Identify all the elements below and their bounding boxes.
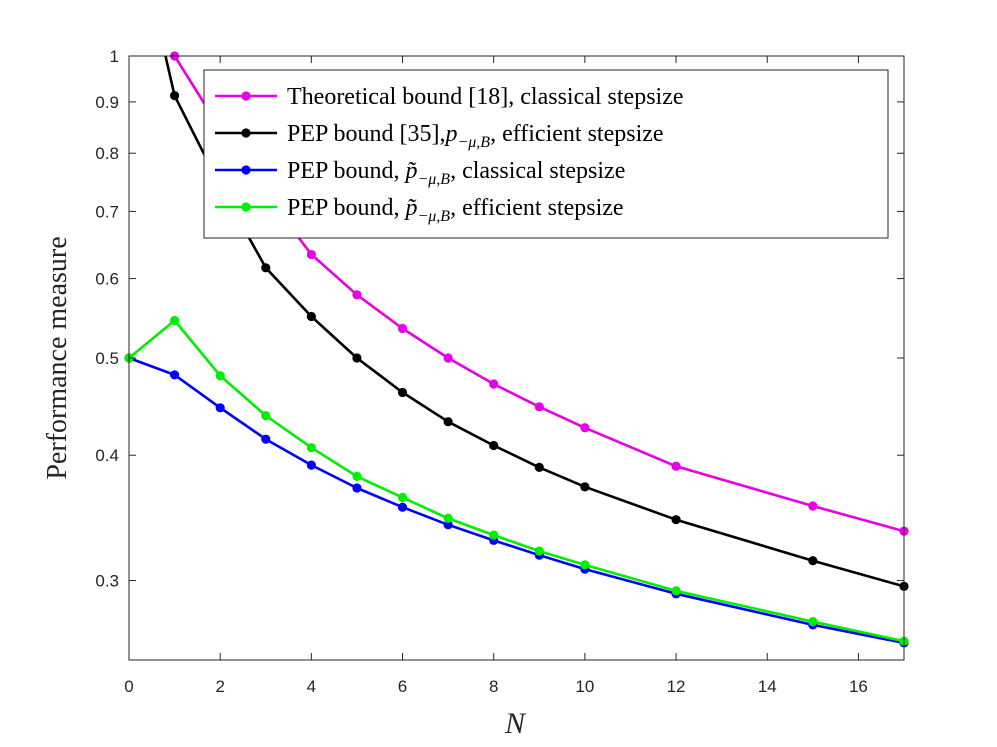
- data-point-pep35-efficient: [580, 482, 590, 492]
- legend-label: PEP bound, p̃−μ,B, efficient stepsize: [287, 195, 624, 225]
- legend-entry-theoretical-classical: Theoretical bound [18], classical stepsi…: [215, 84, 684, 110]
- legend-label-variable: p̃: [403, 158, 417, 184]
- data-point-theoretical-classical: [443, 353, 453, 363]
- data-point-theoretical-classical: [352, 290, 362, 300]
- data-point-pep-tilde-efficient: [580, 560, 590, 570]
- x-tick-label: 12: [667, 677, 686, 696]
- data-point-pep-tilde-classical: [169, 370, 180, 380]
- data-point-pep-tilde-classical: [261, 434, 271, 444]
- legend-entry-pep-tilde-classical: PEP bound, p̃−μ,B, classical stepsize: [215, 158, 625, 188]
- data-point-pep35-efficient: [671, 515, 681, 525]
- data-point-pep-tilde-classical: [443, 520, 453, 530]
- y-tick-label: 1: [110, 47, 119, 66]
- y-tick-label: 0.3: [95, 572, 119, 591]
- data-point-pep-tilde-classical: [352, 483, 362, 493]
- data-point-pep-tilde-efficient: [534, 546, 544, 556]
- x-tick-label: 14: [758, 677, 777, 696]
- data-point-theoretical-classical: [397, 323, 408, 334]
- y-axis-title: Performance measure: [42, 236, 73, 479]
- legend-label-subscript: −μ,B: [457, 134, 490, 151]
- y-tick-label: 0.7: [95, 202, 119, 221]
- data-point-pep35-efficient: [808, 556, 818, 566]
- y-tick-label: 0.4: [95, 446, 119, 465]
- data-point-pep35-efficient: [489, 440, 499, 451]
- data-point-pep-tilde-classical: [397, 502, 408, 512]
- legend-swatch-marker: [241, 128, 251, 138]
- legend-entry-pep-tilde-efficient: PEP bound, p̃−μ,B, efficient stepsize: [215, 195, 624, 225]
- y-tick-label: 0.9: [95, 93, 119, 112]
- x-tick-label: 2: [215, 677, 224, 696]
- x-tick-label: 6: [398, 677, 407, 696]
- data-point-pep-tilde-efficient: [169, 315, 180, 326]
- legend-label-text: , classical stepsize: [450, 158, 625, 184]
- data-point-theoretical-classical: [489, 379, 499, 389]
- data-point-pep35-efficient: [261, 263, 271, 273]
- legend-label-text: PEP bound [35],: [287, 121, 445, 147]
- series-line-pep-tilde-efficient: [128, 319, 905, 643]
- data-point-pep-tilde-efficient: [808, 617, 818, 627]
- data-point-pep35-efficient: [352, 353, 362, 363]
- legend-label: Theoretical bound [18], classical stepsi…: [287, 84, 684, 110]
- y-tick-label: 0.8: [95, 144, 119, 163]
- data-point-pep-tilde-efficient: [306, 443, 316, 453]
- data-point-theoretical-classical: [580, 423, 590, 433]
- y-tick-label: 0.6: [95, 270, 119, 289]
- legend-label-variable: p: [443, 121, 457, 147]
- legend-swatch-marker: [241, 91, 251, 101]
- legend-label-text: PEP bound,: [287, 195, 405, 221]
- data-point-pep35-efficient: [169, 91, 180, 101]
- legend-label-text: , efficient stepsize: [490, 121, 663, 147]
- data-point-pep-tilde-efficient: [489, 530, 499, 540]
- legend-label-variable: p̃: [403, 195, 417, 221]
- legend-label-subscript: −μ,B: [417, 208, 450, 225]
- data-point-pep35-efficient: [534, 462, 544, 472]
- legend-label: PEP bound [35],p−μ,B, efficient stepsize: [287, 121, 664, 151]
- data-point-pep-tilde-classical: [306, 460, 316, 470]
- legend-swatch-marker: [241, 165, 251, 175]
- data-point-pep35-efficient: [306, 311, 316, 322]
- legend-label-text: PEP bound,: [287, 158, 405, 184]
- data-point-theoretical-classical: [671, 461, 681, 471]
- axis-layer: 0 2 4 6 8 10 12 14 16 0.3 0.4 0.5 0.6 0.7 0.8 0.9 1: [95, 47, 905, 696]
- data-point-pep-tilde-efficient: [215, 371, 225, 381]
- series-pep-tilde-efficient: [124, 315, 909, 646]
- x-axis-title: N: [504, 707, 527, 740]
- data-point-theoretical-classical: [534, 402, 544, 412]
- legend-swatch-marker: [241, 202, 251, 212]
- x-tick-label: 8: [489, 677, 498, 696]
- legend-box: [203, 69, 889, 239]
- data-point-pep-tilde-efficient: [397, 492, 408, 503]
- series-line-pep-tilde-classical: [128, 356, 905, 645]
- legend-label-text: , efficient stepsize: [450, 195, 623, 221]
- legend-entry-pep35-efficient: PEP bound [35],p−μ,B, efficient stepsize: [215, 121, 664, 151]
- data-point-pep35-efficient: [443, 417, 453, 427]
- x-tick-label: 0: [124, 677, 133, 696]
- data-point-pep-tilde-efficient: [443, 513, 453, 524]
- data-point-pep-tilde-efficient: [261, 411, 271, 421]
- x-tick-label: 16: [849, 677, 868, 696]
- data-point-theoretical-classical: [306, 249, 316, 260]
- legend: Theoretical bound [18], classical stepsi…: [203, 69, 889, 239]
- data-point-pep35-efficient: [397, 387, 408, 398]
- x-tick-label: 4: [307, 677, 316, 696]
- legend-label-subscript: −μ,B: [417, 171, 450, 188]
- y-tick-label: 0.5: [95, 349, 119, 368]
- data-point-pep-tilde-efficient: [352, 471, 362, 482]
- legend-label: PEP bound, p̃−μ,B, classical stepsize: [287, 158, 625, 188]
- data-point-pep-tilde-efficient: [671, 586, 681, 596]
- data-point-theoretical-classical: [808, 501, 818, 511]
- x-tick-label: 10: [575, 677, 594, 696]
- data-point-pep-tilde-classical: [215, 403, 225, 413]
